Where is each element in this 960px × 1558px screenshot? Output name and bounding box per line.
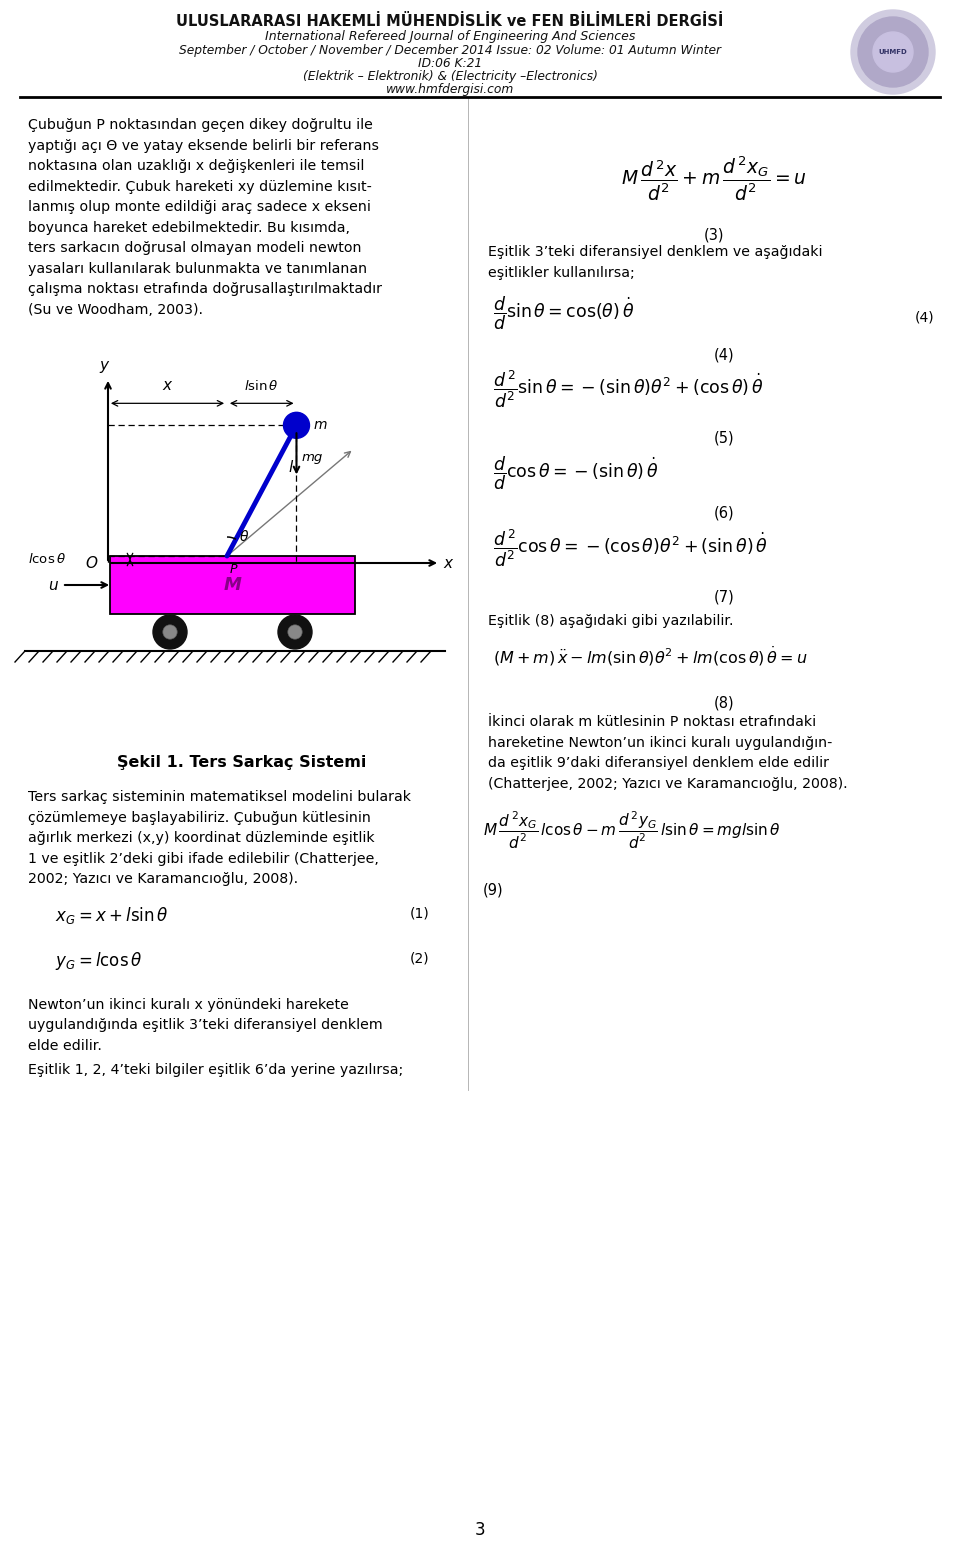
Text: (1): (1): [410, 907, 430, 921]
Text: $M\,\dfrac{d^{\,2}x}{d\,^{\!2}}+m\,\dfrac{d^{\,2}x_G}{d\,^{\!2}}=u$: $M\,\dfrac{d^{\,2}x}{d\,^{\!2}}+m\,\dfra…: [621, 154, 807, 203]
Text: ağırlık merkezi (x,y) koordinat düzleminde eşitlik: ağırlık merkezi (x,y) koordinat düzlemin…: [28, 830, 374, 844]
Text: Ters sarkaç sisteminin matematiksel modelini bularak: Ters sarkaç sisteminin matematiksel mode…: [28, 790, 411, 804]
Text: da eşitlik 9’daki diferansiyel denklem elde edilir: da eşitlik 9’daki diferansiyel denklem e…: [488, 756, 829, 770]
Text: Çubuğun P noktasından geçen dikey doğrultu ile: Çubuğun P noktasından geçen dikey doğrul…: [28, 118, 372, 132]
Text: lanmış olup monte edildiği araç sadece x ekseni: lanmış olup monte edildiği araç sadece x…: [28, 199, 371, 213]
Circle shape: [283, 413, 309, 438]
Text: x: x: [162, 379, 172, 393]
Text: (9): (9): [483, 882, 504, 897]
Text: $x_G = x + l\sin\theta$: $x_G = x + l\sin\theta$: [55, 905, 168, 925]
Bar: [110, 556, 355, 614]
Text: y: y: [100, 358, 108, 372]
Text: ID:06 K:21: ID:06 K:21: [418, 58, 482, 70]
Circle shape: [851, 9, 935, 93]
Text: $\theta$: $\theta$: [239, 528, 250, 544]
Text: $(M+m)\,\ddot{x}-lm(\sin\theta)\theta^2+lm(\cos\theta)\,\dot{\theta}=u$: $(M+m)\,\ddot{x}-lm(\sin\theta)\theta^2+…: [493, 645, 807, 668]
Text: (Su ve Woodham, 2003).: (Su ve Woodham, 2003).: [28, 302, 203, 316]
Text: uygulandığında eşitlik 3’teki diferansiyel denklem: uygulandığında eşitlik 3’teki diferansiy…: [28, 1019, 383, 1033]
Text: UHMFD: UHMFD: [878, 48, 907, 55]
Text: Eşitlik 1, 2, 4’teki bilgiler eşitlik 6’da yerine yazılırsa;: Eşitlik 1, 2, 4’teki bilgiler eşitlik 6’…: [28, 1063, 403, 1077]
Text: International Refereed Journal of Engineering And Sciences: International Refereed Journal of Engine…: [265, 30, 636, 44]
Text: $l$: $l$: [288, 460, 295, 475]
Text: O: O: [85, 556, 97, 570]
Text: $l\cos\theta$: $l\cos\theta$: [28, 552, 66, 566]
Text: (7): (7): [713, 589, 734, 605]
Text: (4): (4): [915, 310, 935, 324]
Text: İkinci olarak m kütlesinin P noktası etrafındaki: İkinci olarak m kütlesinin P noktası etr…: [488, 715, 816, 729]
Text: P: P: [230, 562, 237, 576]
Circle shape: [873, 33, 913, 72]
Circle shape: [288, 625, 302, 639]
Text: 3: 3: [474, 1521, 486, 1539]
Text: M: M: [224, 576, 241, 594]
Text: Eşitlik 3’teki diferansiyel denklem ve aşağıdaki: Eşitlik 3’teki diferansiyel denklem ve a…: [488, 245, 823, 259]
Text: www.hmfdergisi.com: www.hmfdergisi.com: [386, 83, 515, 97]
Text: (5): (5): [713, 430, 734, 446]
Text: ULUSLARARASI HAKEMLİ MÜHENDİSLİK ve FEN BİLİMLERİ DERGİSİ: ULUSLARARASI HAKEMLİ MÜHENDİSLİK ve FEN …: [177, 14, 724, 30]
Text: hareketine Newton’un ikinci kuralı uygulandığın-: hareketine Newton’un ikinci kuralı uygul…: [488, 735, 832, 749]
Text: elde edilir.: elde edilir.: [28, 1039, 102, 1053]
Text: ters sarkacın doğrusal olmayan modeli newton: ters sarkacın doğrusal olmayan modeli ne…: [28, 241, 362, 256]
Text: yasaları kullanılarak bulunmakta ve tanımlanan: yasaları kullanılarak bulunmakta ve tanı…: [28, 262, 367, 276]
Text: mg: mg: [301, 450, 323, 464]
Text: $\dfrac{d^{\,2}}{d\,^{\!2}}\sin\theta = -(\sin\theta)\theta^2+(\cos\theta)\,\dot: $\dfrac{d^{\,2}}{d\,^{\!2}}\sin\theta = …: [493, 368, 763, 410]
Text: m: m: [314, 419, 327, 432]
Text: çalışma noktası etrafında doğrusallaştırılmaktadır: çalışma noktası etrafında doğrusallaştır…: [28, 282, 382, 296]
Text: çözümlemeye başlayabiliriz. Çubuğun kütlesinin: çözümlemeye başlayabiliriz. Çubuğun kütl…: [28, 810, 371, 824]
Text: (Chatterjee, 2002; Yazıcı ve Karamancıoğlu, 2008).: (Chatterjee, 2002; Yazıcı ve Karamancıoğ…: [488, 776, 848, 790]
Text: noktasına olan uzaklığı x değişkenleri ile temsil: noktasına olan uzaklığı x değişkenleri i…: [28, 159, 365, 173]
Text: (2): (2): [410, 950, 430, 964]
Text: (6): (6): [713, 505, 734, 520]
Text: $\dfrac{d^{\,2}}{d\,^{\!2}}\cos\theta = -(\cos\theta)\theta^2+(\sin\theta)\,\dot: $\dfrac{d^{\,2}}{d\,^{\!2}}\cos\theta = …: [493, 527, 768, 569]
Text: (4): (4): [713, 347, 734, 361]
Text: (3): (3): [704, 227, 724, 241]
Text: 2002; Yazıcı ve Karamancıoğlu, 2008).: 2002; Yazıcı ve Karamancıoğlu, 2008).: [28, 872, 299, 887]
Text: x: x: [443, 556, 452, 570]
Text: 1 ve eşitlik 2’deki gibi ifade edilebilir (Chatterjee,: 1 ve eşitlik 2’deki gibi ifade edilebili…: [28, 852, 379, 866]
Text: $M\,\dfrac{d^{\,2}x_G}{d\,^{\!2}}\,l\cos\theta - m\,\dfrac{d^{\,2}y_G}{d\,^{\!2}: $M\,\dfrac{d^{\,2}x_G}{d\,^{\!2}}\,l\cos…: [483, 810, 781, 851]
Text: (Elektrik – Elektronik) & (Electricity –Electronics): (Elektrik – Elektronik) & (Electricity –…: [302, 70, 597, 83]
Circle shape: [278, 615, 312, 650]
Text: boyunca hareket edebilmektedir. Bu kısımda,: boyunca hareket edebilmektedir. Bu kısım…: [28, 221, 350, 235]
Text: $\dfrac{d}{d}\cos\theta = -(\sin\theta)\,\dot{\theta}$: $\dfrac{d}{d}\cos\theta = -(\sin\theta)\…: [493, 455, 659, 492]
Text: $\dfrac{d}{d}\sin\theta = \cos(\theta)\,\dot{\theta}$: $\dfrac{d}{d}\sin\theta = \cos(\theta)\,…: [493, 294, 635, 332]
Circle shape: [163, 625, 178, 639]
Text: $l\sin\theta$: $l\sin\theta$: [244, 379, 278, 393]
Text: September / October / November / December 2014 Issue: 02 Volume: 01 Autumn Winte: September / October / November / Decembe…: [179, 44, 721, 58]
Text: u: u: [48, 578, 58, 592]
Text: Eşitlik (8) aşağıdaki gibi yazılabilir.: Eşitlik (8) aşağıdaki gibi yazılabilir.: [488, 614, 733, 628]
Text: (8): (8): [713, 695, 734, 710]
Text: Newton’un ikinci kuralı x yönündeki harekete: Newton’un ikinci kuralı x yönündeki hare…: [28, 999, 348, 1013]
Text: yaptığı açı Θ ve yatay eksende belirli bir referans: yaptığı açı Θ ve yatay eksende belirli b…: [28, 139, 379, 153]
Circle shape: [153, 615, 187, 650]
Text: eşitlikler kullanılırsa;: eşitlikler kullanılırsa;: [488, 265, 635, 279]
Text: Şekil 1. Ters Sarkaç Sistemi: Şekil 1. Ters Sarkaç Sistemi: [117, 756, 366, 770]
Text: $y_G = l\cos\theta$: $y_G = l\cos\theta$: [55, 950, 142, 972]
Text: edilmektedir. Çubuk hareketi xy düzlemine kısıt-: edilmektedir. Çubuk hareketi xy düzlemin…: [28, 179, 372, 193]
Circle shape: [858, 17, 928, 87]
